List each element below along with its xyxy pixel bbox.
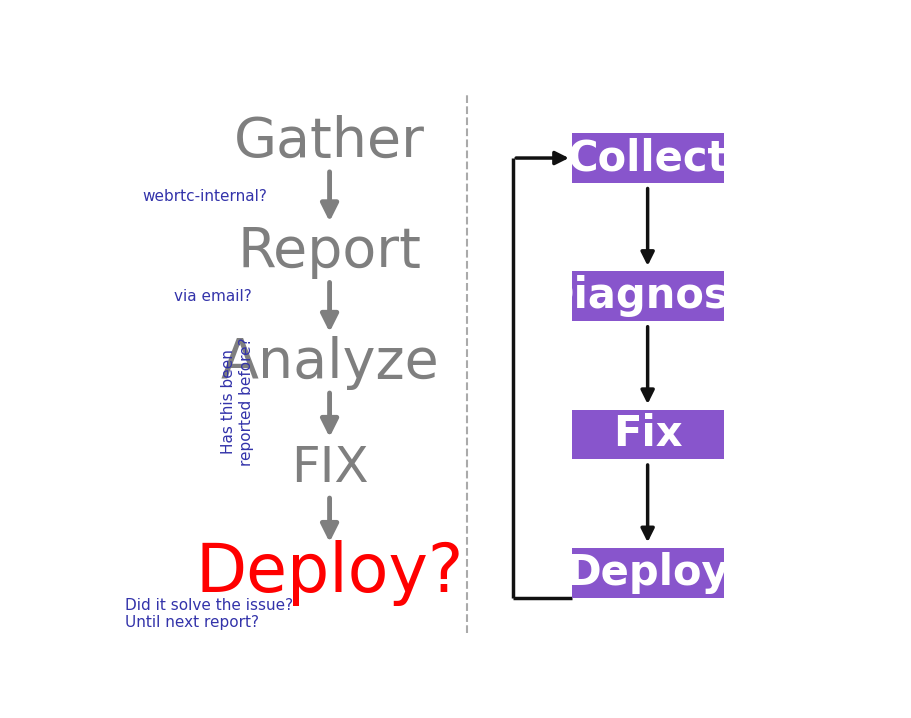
Text: via email?: via email? (174, 289, 251, 304)
Text: Fix: Fix (612, 414, 681, 455)
FancyBboxPatch shape (571, 548, 722, 597)
Text: Collect: Collect (567, 137, 727, 179)
FancyBboxPatch shape (571, 409, 722, 460)
Text: webrtc-internal?: webrtc-internal? (142, 190, 267, 204)
Text: Diagnose: Diagnose (538, 275, 756, 317)
FancyBboxPatch shape (571, 133, 722, 183)
Text: Has this been
reported before?: Has this been reported before? (221, 337, 253, 465)
Text: FIX: FIX (291, 444, 368, 492)
Text: Deploy?: Deploy? (195, 540, 463, 606)
Text: Deploy: Deploy (566, 551, 728, 594)
Text: Analyze: Analyze (220, 335, 438, 390)
Text: Report: Report (237, 225, 421, 279)
FancyBboxPatch shape (571, 271, 722, 321)
Text: Did it solve the issue?
Until next report?: Did it solve the issue? Until next repor… (125, 598, 292, 630)
Text: Gather: Gather (234, 114, 425, 169)
